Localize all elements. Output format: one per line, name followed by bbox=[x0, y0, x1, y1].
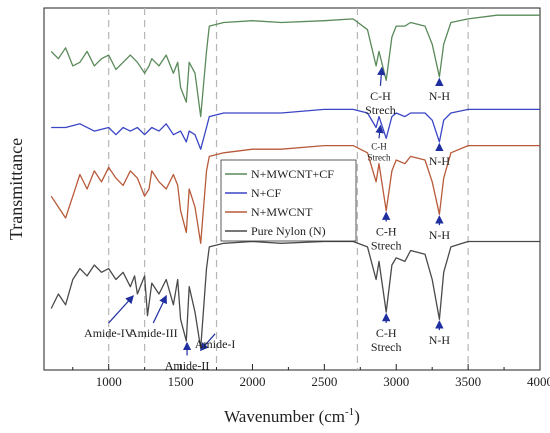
x-tick-label-5: 3500 bbox=[455, 374, 481, 389]
series-line-2 bbox=[50, 144, 540, 244]
x-axis-label-close: ) bbox=[354, 407, 360, 426]
series-line-0 bbox=[50, 14, 540, 118]
series-line-1 bbox=[51, 108, 540, 150]
plot-frame bbox=[43, 7, 541, 371]
legend-label-2: N+MWCNT bbox=[251, 205, 313, 219]
annotation-ch-nylon-label: C-H bbox=[376, 326, 397, 340]
annotation-amide-iv-arrow bbox=[108, 295, 134, 324]
legend: N+MWCNT+CF N+CF N+MWCNT Pure Nylon (N) bbox=[220, 159, 357, 242]
annotation-ch-mwcnt-cf-label-2: Strech bbox=[365, 103, 396, 117]
x-tick-label-6: 4000 bbox=[527, 374, 550, 389]
annotation-nh-nylon-label: N-H bbox=[429, 333, 451, 347]
x-tick-label-2: 2000 bbox=[239, 374, 265, 389]
dashed-reference-lines bbox=[108, 8, 469, 370]
annotation-nh-mwcnt-label: N-H bbox=[429, 228, 451, 242]
annotation-ch-nylon-label-2: Strech bbox=[371, 340, 402, 354]
annotation-amide-iii-arrow bbox=[152, 294, 167, 324]
legend-label-3: Pure Nylon (N) bbox=[251, 224, 326, 238]
annotation-amide-iii-label: Amide-III bbox=[129, 326, 178, 340]
legend-label-0: N+MWCNT+CF bbox=[251, 167, 334, 181]
annotation-ch-mwcnt-label-2: Strech bbox=[371, 239, 402, 253]
x-axis-label: Wavenumber (cm-1) bbox=[224, 406, 360, 426]
annotation-nh-mwcnt-cf-label: N-H bbox=[429, 89, 451, 103]
y-axis-label: Transmittance bbox=[6, 138, 26, 240]
x-axis-label-text: Wavenumber (cm bbox=[224, 407, 345, 426]
annotation-ch-cf-label-2: Strech bbox=[367, 152, 390, 162]
annotation-ch-mwcnt-cf-arrow bbox=[377, 66, 386, 86]
x-axis-label-sup: -1 bbox=[345, 406, 354, 418]
x-tick-label-1: 1500 bbox=[168, 374, 194, 389]
x-tick-label-4: 3000 bbox=[383, 374, 409, 389]
series-line-3 bbox=[50, 240, 540, 349]
annotation-nh-cf-label: N-H bbox=[429, 154, 451, 168]
annotation-amide-ii-label: Amide-II bbox=[165, 359, 210, 373]
x-axis-ticks: 1000 1500 2000 2500 3000 3500 4000 bbox=[72, 364, 550, 389]
x-tick-label-0: 1000 bbox=[96, 374, 122, 389]
series-layer bbox=[50, 14, 540, 349]
annotation-ch-mwcnt-cf-label: C-H bbox=[370, 89, 391, 103]
annotation-amide-i-label: Amide-I bbox=[195, 337, 236, 351]
annotation-ch-mwcnt-label: C-H bbox=[376, 225, 397, 239]
annotation-amide-iv-label: Amide-IV bbox=[84, 326, 134, 340]
annotation-ch-cf-arrow bbox=[375, 124, 384, 139]
annotation-ch-cf-label: C-H bbox=[371, 141, 387, 151]
legend-label-1: N+CF bbox=[251, 186, 281, 200]
annotation-amide-i-arrow bbox=[199, 333, 216, 352]
x-tick-label-3: 2500 bbox=[311, 374, 337, 389]
